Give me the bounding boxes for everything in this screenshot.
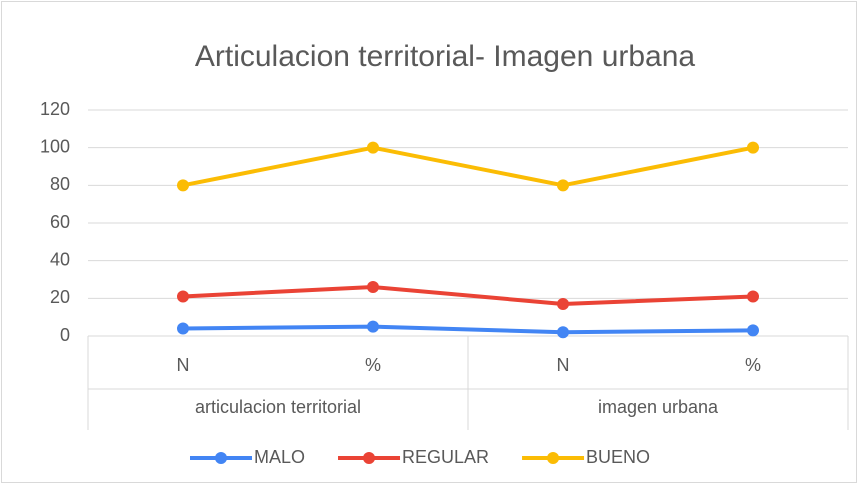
legend-marker (547, 452, 560, 464)
x-tick-label: % (745, 355, 761, 375)
x-group-label: articulacion territorial (195, 397, 361, 417)
data-point (177, 322, 189, 335)
y-tick-label: 20 (50, 287, 70, 307)
legend-label: REGULAR (402, 447, 489, 467)
data-point (557, 297, 569, 310)
data-point (557, 179, 569, 192)
data-point (747, 141, 759, 154)
legend-label: MALO (254, 447, 305, 467)
y-tick-label: 0 (60, 325, 70, 345)
chart-title: Articulacion territorial- Imagen urbana (195, 40, 696, 73)
series-line (182, 145, 754, 188)
data-point (177, 290, 189, 303)
data-point (747, 324, 759, 337)
data-point (367, 320, 379, 333)
y-tick-label: 80 (50, 174, 70, 194)
y-tick-label: 60 (50, 212, 70, 232)
y-tick-label: 40 (50, 249, 70, 269)
y-tick-label: 100 (40, 136, 70, 156)
data-point (367, 141, 379, 154)
data-point (177, 179, 189, 192)
data-point (747, 290, 759, 303)
legend-label: BUENO (586, 447, 650, 467)
data-point (367, 281, 379, 294)
x-group-label: imagen urbana (598, 397, 719, 417)
x-tick-label: % (365, 355, 381, 375)
x-tick-label: N (177, 355, 190, 375)
legend-marker (363, 452, 376, 464)
series-line (182, 324, 754, 335)
data-point (557, 326, 569, 339)
y-tick-label: 120 (40, 99, 70, 119)
legend-marker (215, 452, 227, 464)
series-line (182, 285, 754, 306)
x-tick-label: N (557, 355, 570, 375)
